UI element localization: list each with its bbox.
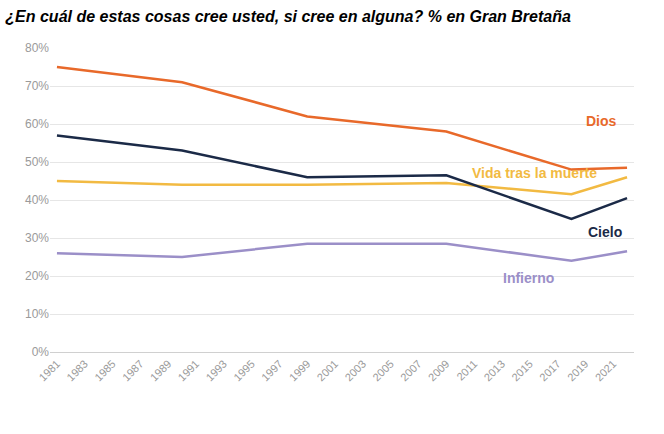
svg-text:60%: 60% [25,117,49,131]
svg-text:50%: 50% [25,155,49,169]
svg-text:Dios: Dios [586,113,617,129]
svg-text:40%: 40% [25,193,49,207]
svg-text:1991: 1991 [176,358,202,384]
svg-text:70%: 70% [25,79,49,93]
svg-text:Vida tras la muerte: Vida tras la muerte [472,165,597,181]
svg-text:2003: 2003 [342,358,368,384]
svg-text:1987: 1987 [120,358,146,384]
svg-text:1997: 1997 [259,358,285,384]
svg-text:1999: 1999 [287,358,313,384]
svg-text:1989: 1989 [148,358,174,384]
svg-text:10%: 10% [25,307,49,321]
svg-text:Cielo: Cielo [588,224,622,240]
svg-text:Base: minimum of 1,000 people: Base: minimum of 1,000 people aged 18+ s… [101,433,632,434]
svg-text:20%: 20% [25,269,49,283]
svg-text:Infierno: Infierno [503,270,554,286]
svg-text:1993: 1993 [203,358,229,384]
svg-text:2013: 2013 [481,358,507,384]
svg-text:2005: 2005 [370,358,396,384]
svg-text:30%: 30% [25,231,49,245]
svg-text:¿En cuál de estas cosas cree u: ¿En cuál de estas cosas cree usted, si c… [5,8,571,25]
svg-text:2007: 2007 [398,358,424,384]
svg-text:2017: 2017 [537,358,563,384]
svg-text:2015: 2015 [509,358,535,384]
svg-text:2001: 2001 [315,358,341,384]
svg-text:1983: 1983 [64,358,90,384]
svg-text:2011: 2011 [454,358,479,383]
svg-text:2019: 2019 [565,358,591,384]
svg-text:2021: 2021 [593,358,619,384]
svg-text:2009: 2009 [426,358,452,384]
svg-text:0%: 0% [32,345,50,359]
svg-text:1981: 1981 [36,358,62,384]
svg-text:1985: 1985 [92,358,118,384]
svg-text:80%: 80% [25,41,49,55]
svg-text:1995: 1995 [231,358,257,384]
